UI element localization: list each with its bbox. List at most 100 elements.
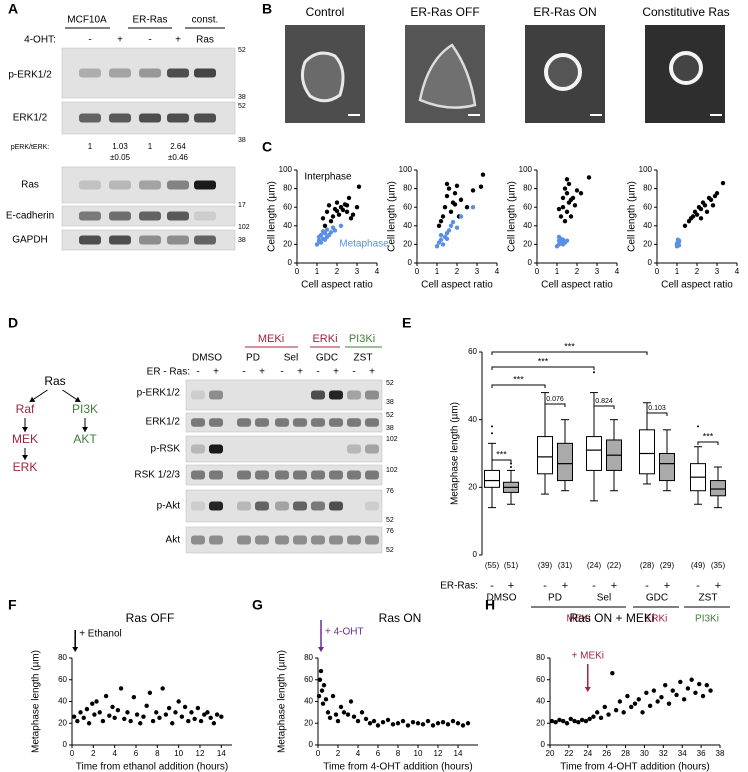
y-tick-label: 0: [473, 550, 478, 559]
x-tick-label: -: [490, 580, 494, 592]
size-marker: 102: [386, 436, 398, 443]
panel-letter: G: [252, 597, 263, 613]
point: [572, 718, 577, 724]
point: [351, 714, 357, 719]
point: [385, 717, 391, 723]
point: [122, 716, 127, 722]
point: [579, 717, 585, 723]
y-tick-label: 0: [528, 258, 533, 267]
point: [356, 184, 362, 189]
point: [328, 230, 334, 235]
y-tick-label: 0: [309, 740, 314, 749]
outlier: [593, 371, 595, 374]
point: [160, 686, 165, 691]
class-label: ERKi: [645, 614, 668, 625]
band: [194, 113, 216, 123]
outlier: [491, 425, 493, 428]
arrowhead: [74, 396, 81, 402]
micrographs: [285, 25, 725, 123]
point: [334, 200, 340, 205]
significance: ***: [703, 431, 714, 441]
band: [275, 535, 289, 545]
point: [454, 183, 460, 189]
point: [591, 714, 596, 719]
label: pERK/tERK:: [11, 144, 50, 151]
point: [702, 203, 708, 208]
point: [321, 682, 327, 688]
point: [435, 721, 441, 726]
point: [332, 228, 338, 233]
band: [79, 68, 101, 78]
n-label: (22): [607, 561, 622, 570]
pathway-node: MEK: [12, 432, 38, 446]
label: 4-OHT:: [24, 35, 56, 46]
n-label: (31): [558, 561, 573, 570]
point: [465, 721, 471, 726]
blot: [185, 379, 383, 411]
point: [363, 716, 369, 722]
point: [576, 719, 581, 725]
label: -: [88, 35, 91, 46]
point: [195, 705, 201, 711]
y-tick-label: 20: [283, 240, 292, 249]
size-marker: 52: [386, 547, 394, 554]
band: [311, 418, 325, 427]
point: [444, 193, 450, 199]
size-marker: 52: [386, 517, 394, 524]
point: [118, 686, 124, 691]
blot: [61, 229, 236, 251]
x-tick-label: 1: [315, 267, 320, 276]
point: [560, 195, 566, 201]
point: [75, 718, 80, 724]
box: [557, 442, 573, 482]
x-tick-label: 28: [621, 749, 630, 758]
point: [444, 236, 450, 242]
band: [209, 390, 223, 400]
x-tick-label: 2: [335, 267, 340, 276]
x-tick-label: 10: [174, 749, 183, 758]
box: [659, 453, 675, 482]
point: [613, 708, 619, 713]
x-tick-label: 20: [546, 749, 555, 758]
point: [348, 216, 354, 221]
band: [167, 113, 189, 123]
point: [558, 214, 564, 219]
label: -: [196, 367, 199, 378]
point: [395, 721, 401, 726]
point: [97, 710, 102, 715]
bracket: [491, 351, 648, 355]
point: [464, 205, 470, 210]
ratio-error: ±0.05: [110, 153, 131, 162]
point: [324, 227, 330, 232]
pathway-node: AKT: [73, 432, 97, 446]
x-axis-label: Cell aspect ratio: [541, 280, 613, 291]
band: [275, 418, 289, 427]
y-tick-label: 0: [541, 740, 546, 749]
size-marker: 102: [238, 224, 250, 231]
x-tick-label: +: [562, 580, 568, 592]
outlier: [697, 425, 699, 428]
point: [676, 239, 682, 244]
y-tick-label: 0: [63, 740, 68, 749]
point: [318, 668, 324, 674]
x-tick-label: 4: [495, 267, 500, 276]
point: [367, 721, 373, 726]
point: [334, 208, 340, 214]
point: [320, 216, 326, 221]
point: [444, 181, 450, 187]
pathway-node: ERK: [13, 460, 38, 474]
box: [484, 469, 500, 488]
point: [458, 214, 464, 219]
band: [275, 470, 289, 480]
label: const.: [192, 15, 219, 26]
x-tick-label: 34: [678, 749, 687, 758]
x-tick-label: +: [508, 580, 514, 592]
x-axis-label: Time from ethanol addition (hours): [76, 762, 228, 772]
annotation: + MEKi: [572, 651, 605, 662]
bracket: [491, 366, 595, 370]
point: [173, 710, 178, 715]
point: [355, 718, 361, 724]
drug: Sel: [284, 353, 298, 364]
point: [170, 721, 175, 726]
y-tick-label: 80: [523, 184, 532, 193]
